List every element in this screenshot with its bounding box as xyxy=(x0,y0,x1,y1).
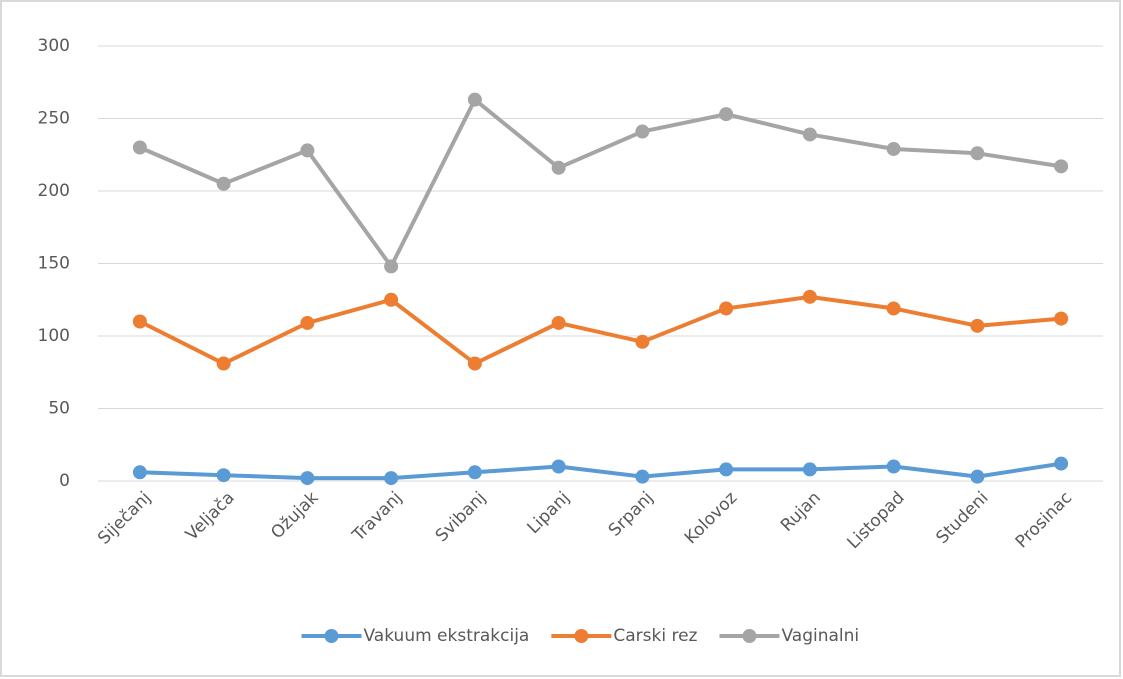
data-point xyxy=(384,292,399,307)
y-tick-label: 0 xyxy=(59,471,70,491)
data-point xyxy=(132,314,147,329)
data-point xyxy=(300,471,315,486)
data-point xyxy=(216,468,231,483)
data-point xyxy=(384,471,399,486)
series-line xyxy=(139,97,1062,269)
y-tick-label: 50 xyxy=(48,399,70,419)
data-point xyxy=(216,356,231,371)
data-point xyxy=(719,462,734,477)
data-point xyxy=(551,315,566,330)
data-point xyxy=(719,107,734,122)
data-point xyxy=(635,469,650,484)
data-point xyxy=(132,140,147,155)
data-point xyxy=(970,146,985,161)
data-point xyxy=(467,465,482,480)
series-line xyxy=(138,294,1062,366)
y-tick-label: 200 xyxy=(38,181,70,201)
data-point xyxy=(802,462,817,477)
data-point xyxy=(551,160,566,175)
legend-label: Carski rez xyxy=(613,626,697,646)
data-point xyxy=(635,334,650,349)
data-point xyxy=(551,459,566,474)
legend-marker xyxy=(324,629,339,643)
y-tick-label: 150 xyxy=(38,254,70,274)
data-point xyxy=(886,301,901,316)
data-point xyxy=(216,176,231,191)
y-tick-label: 300 xyxy=(38,36,70,56)
data-point xyxy=(970,469,985,484)
data-point xyxy=(635,124,650,139)
data-point xyxy=(886,141,901,156)
data-point xyxy=(719,301,734,316)
data-point xyxy=(1054,159,1069,174)
y-tick-label: 100 xyxy=(38,326,70,346)
data-point xyxy=(300,143,315,158)
data-point xyxy=(467,356,482,371)
data-point xyxy=(886,459,901,474)
data-point xyxy=(300,315,315,330)
data-point xyxy=(970,318,985,333)
data-point xyxy=(1054,311,1069,326)
legend-marker xyxy=(574,629,589,643)
data-point xyxy=(384,259,399,274)
legend-marker xyxy=(742,629,757,643)
data-point xyxy=(467,92,482,107)
data-point xyxy=(1054,456,1069,471)
data-point xyxy=(802,289,817,304)
data-point xyxy=(132,465,147,480)
legend-label: Vaginalni xyxy=(781,626,859,646)
y-tick-label: 250 xyxy=(38,109,70,129)
series-line xyxy=(139,461,1062,481)
legend-label: Vakuum ekstrakcija xyxy=(364,626,530,646)
data-point xyxy=(802,127,817,142)
